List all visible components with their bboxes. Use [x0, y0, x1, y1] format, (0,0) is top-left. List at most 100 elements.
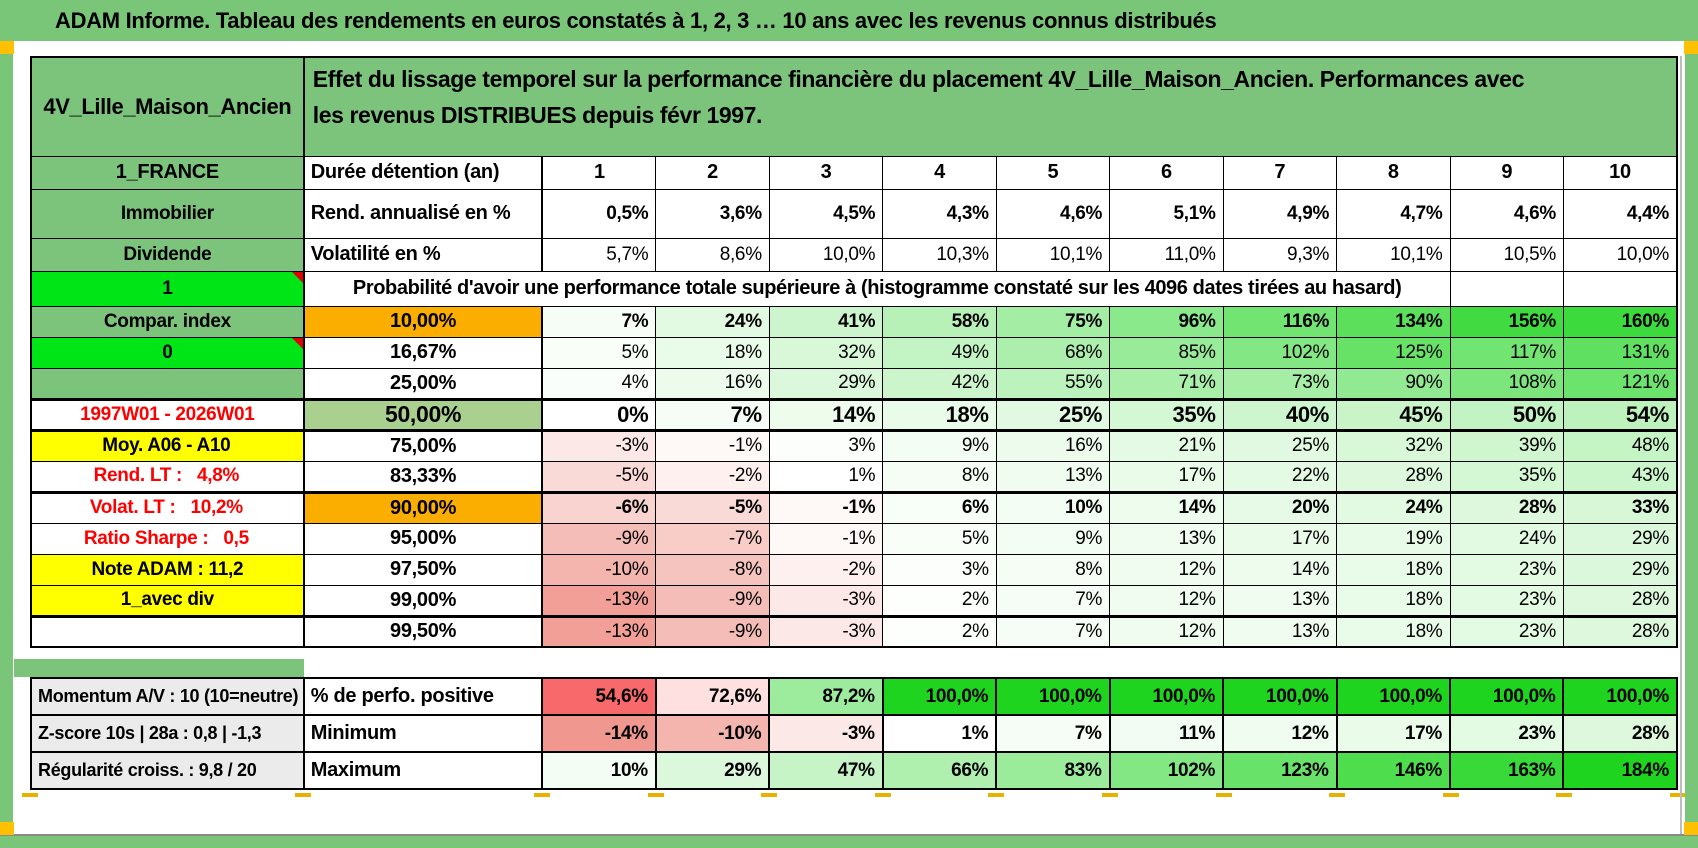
value-cell[interactable]: 4,6% — [1449, 188, 1564, 239]
value-cell[interactable]: 4,6% — [995, 188, 1111, 239]
value-cell[interactable]: 50% — [1449, 397, 1564, 432]
value-cell[interactable]: 23% — [1449, 553, 1564, 586]
value-cell[interactable]: 7% — [995, 714, 1111, 753]
value-cell[interactable]: 184% — [1562, 751, 1678, 790]
row-label-cell[interactable]: 90,00% — [303, 490, 544, 524]
value-cell[interactable]: 146% — [1335, 751, 1452, 790]
value-cell[interactable]: 47% — [768, 751, 884, 790]
probability-header-cell[interactable]: Probabilité d'avoir une performance tota… — [303, 270, 1451, 307]
value-cell[interactable]: 40% — [1222, 397, 1338, 432]
value-cell[interactable]: -8% — [655, 553, 770, 586]
left-label-cell[interactable]: 1997W01 - 2026W01 — [30, 397, 305, 432]
value-cell[interactable]: 100,0% — [1562, 677, 1678, 716]
value-cell[interactable]: 131% — [1562, 336, 1678, 369]
value-cell[interactable]: 108% — [1449, 367, 1564, 400]
value-cell[interactable]: 10 — [1562, 155, 1678, 190]
value-cell[interactable]: 54,6% — [541, 677, 657, 716]
value-cell[interactable]: 4,3% — [882, 188, 997, 239]
value-cell[interactable]: 3% — [768, 429, 884, 462]
sheet-title-cell[interactable]: ADAM Informe. Tableau des rendements en … — [0, 0, 1698, 41]
value-cell[interactable]: 10,0% — [768, 237, 884, 272]
value-cell[interactable]: 13% — [1222, 614, 1338, 648]
left-label-cell[interactable]: Moy. A06 - A10 — [30, 429, 305, 462]
empty-cell[interactable] — [1449, 270, 1564, 307]
value-cell[interactable]: 10,0% — [1562, 237, 1678, 272]
value-cell[interactable]: 16% — [655, 367, 770, 400]
value-cell[interactable]: -10% — [654, 714, 771, 753]
value-cell[interactable]: 17% — [1335, 714, 1452, 753]
left-label-cell[interactable]: Note ADAM : 11,2 — [30, 553, 305, 586]
row-label-cell[interactable]: Durée détention (an) — [303, 155, 544, 190]
value-cell[interactable]: 9,3% — [1222, 237, 1338, 272]
value-cell[interactable]: 35% — [1109, 397, 1224, 432]
value-cell[interactable]: 9% — [995, 522, 1111, 555]
description-cell[interactable]: Effet du lissage temporel sur la perform… — [303, 56, 1678, 157]
value-cell[interactable]: 1% — [881, 714, 998, 753]
value-cell[interactable]: 23% — [1449, 714, 1565, 753]
value-cell[interactable]: -6% — [541, 490, 657, 524]
left-label-cell[interactable]: 0 — [30, 336, 305, 369]
value-cell[interactable]: 23% — [1449, 614, 1564, 648]
value-cell[interactable]: 35% — [1449, 460, 1564, 493]
product-name-cell[interactable]: 4V_Lille_Maison_Ancien — [30, 56, 305, 157]
left-label-cell[interactable]: 1_FRANCE — [30, 155, 305, 190]
value-cell[interactable]: 134% — [1336, 305, 1451, 338]
value-cell[interactable]: 66% — [881, 751, 998, 790]
value-cell[interactable]: -13% — [541, 614, 657, 648]
value-cell[interactable]: 12% — [1222, 714, 1338, 753]
left-label-cell[interactable] — [30, 614, 305, 648]
value-cell[interactable]: 49% — [882, 336, 997, 369]
value-cell[interactable]: 8,6% — [655, 237, 770, 272]
value-cell[interactable]: 10,1% — [1336, 237, 1451, 272]
value-cell[interactable]: -3% — [768, 584, 884, 617]
value-cell[interactable]: 28% — [1336, 460, 1451, 493]
value-cell[interactable]: 156% — [1449, 305, 1564, 338]
value-cell[interactable]: 4 — [882, 155, 997, 190]
value-cell[interactable]: 7 — [1222, 155, 1338, 190]
row-label-cell[interactable]: 97,50% — [303, 553, 544, 586]
value-cell[interactable]: 12% — [1109, 584, 1224, 617]
row-label-cell[interactable]: Rend. annualisé en % — [303, 188, 544, 239]
empty-cell[interactable] — [1562, 270, 1678, 307]
value-cell[interactable]: 83% — [995, 751, 1111, 790]
value-cell[interactable]: 4% — [541, 367, 657, 400]
value-cell[interactable]: 160% — [1562, 305, 1678, 338]
value-cell[interactable]: 43% — [1562, 460, 1678, 493]
value-cell[interactable]: -1% — [768, 490, 884, 524]
value-cell[interactable]: 18% — [1336, 553, 1451, 586]
value-cell[interactable]: 14% — [768, 397, 884, 432]
value-cell[interactable]: 117% — [1449, 336, 1564, 369]
value-cell[interactable]: 9 — [1449, 155, 1564, 190]
value-cell[interactable]: 68% — [995, 336, 1111, 369]
value-cell[interactable]: 163% — [1449, 751, 1565, 790]
value-cell[interactable]: -9% — [655, 584, 770, 617]
value-cell[interactable]: -14% — [541, 714, 657, 753]
value-cell[interactable]: 85% — [1109, 336, 1224, 369]
value-cell[interactable]: 18% — [655, 336, 770, 369]
value-cell[interactable]: 29% — [768, 367, 884, 400]
value-cell[interactable]: 13% — [1222, 584, 1338, 617]
value-cell[interactable]: 41% — [768, 305, 884, 338]
value-cell[interactable]: 0% — [541, 397, 657, 432]
row-label-cell[interactable]: Volatilité en % — [303, 237, 544, 272]
value-cell[interactable]: 5% — [541, 336, 657, 369]
row-label-cell[interactable]: % de perfo. positive — [302, 677, 544, 716]
row-label-cell[interactable]: 83,33% — [303, 460, 544, 493]
value-cell[interactable]: -3% — [768, 714, 884, 753]
value-cell[interactable]: 42% — [882, 367, 997, 400]
value-cell[interactable]: 9% — [882, 429, 997, 462]
value-cell[interactable]: 23% — [1449, 584, 1564, 617]
left-label-cell[interactable]: Z-score 10s | 28a : 0,8 | -1,3 — [30, 714, 305, 753]
left-label-cell[interactable]: 1_avec div — [30, 584, 305, 617]
value-cell[interactable]: 28% — [1562, 614, 1678, 648]
value-cell[interactable]: -3% — [768, 614, 884, 648]
value-cell[interactable]: 123% — [1222, 751, 1338, 790]
value-cell[interactable]: -7% — [655, 522, 770, 555]
value-cell[interactable]: 32% — [1336, 429, 1451, 462]
value-cell[interactable]: 12% — [1109, 553, 1224, 586]
value-cell[interactable]: 19% — [1336, 522, 1451, 555]
value-cell[interactable]: 100,0% — [1449, 677, 1565, 716]
value-cell[interactable]: -9% — [655, 614, 770, 648]
value-cell[interactable]: -10% — [541, 553, 657, 586]
value-cell[interactable]: 54% — [1562, 397, 1678, 432]
